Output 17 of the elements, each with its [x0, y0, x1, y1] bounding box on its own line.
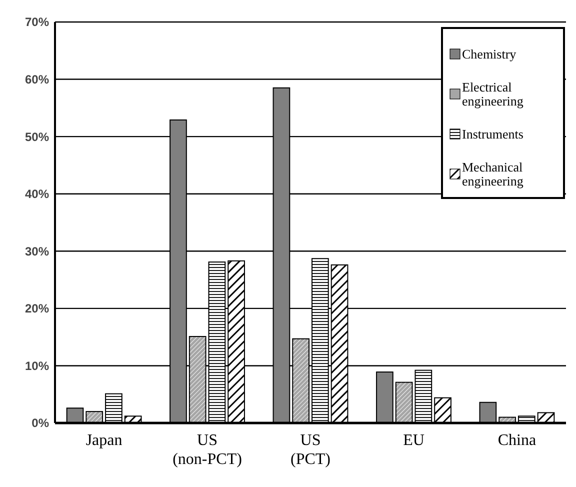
y-tick-label: 0% — [32, 416, 50, 430]
y-tick-label: 10% — [24, 358, 50, 373]
legend-label: Chemistry — [462, 46, 517, 62]
y-tick-label: 60% — [24, 72, 50, 86]
y-tick-label: 70% — [24, 15, 50, 30]
legend-label: Instruments — [462, 126, 524, 142]
y-tick-label: 40% — [24, 187, 50, 202]
y-tick-label: 30% — [24, 244, 50, 258]
y-tick-label: 50% — [24, 130, 50, 144]
y-tick-label: 20% — [24, 302, 50, 316]
legend-label: Mechanical engineering — [462, 160, 524, 189]
x-tick-label: US (PCT) — [290, 432, 330, 468]
legend-label: Electrical engineering — [462, 80, 524, 109]
x-tick-label: Japan — [86, 432, 122, 449]
x-tick-label: EU — [403, 432, 425, 449]
x-tick-label: China — [498, 432, 536, 449]
x-tick-label: US (non-PCT) — [172, 432, 242, 468]
